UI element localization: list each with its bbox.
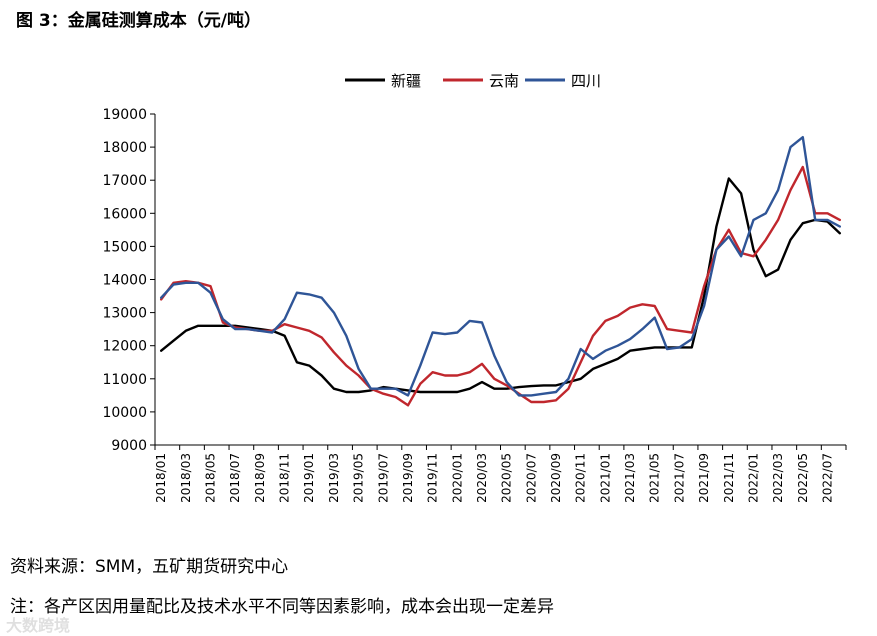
x-tick-label: 2018/01 bbox=[154, 453, 168, 503]
y-tick-label: 9000 bbox=[111, 438, 147, 454]
x-axis: 2018/01 2018/03 2018/05 2018/07 2018/09 2018/… bbox=[154, 444, 847, 503]
watermark: 大数跨境 bbox=[6, 616, 71, 635]
x-tick-label: 2020/01 bbox=[450, 453, 464, 503]
footnote: 注：各产区因用量配比及技术水平不同等因素影响，成本会出现一定差异 bbox=[10, 597, 554, 617]
y-tick-label: 19000 bbox=[102, 107, 147, 123]
y-tick-label: 18000 bbox=[102, 140, 147, 156]
x-tick-label: 2021/07 bbox=[672, 453, 686, 503]
x-tick-label: 2019/11 bbox=[426, 453, 440, 503]
x-tick-label: 2019/05 bbox=[352, 453, 366, 503]
x-tick-label: 2018/03 bbox=[179, 453, 193, 503]
y-tick-label: 12000 bbox=[102, 339, 147, 355]
figure-title: 图 3：金属硅测算成本（元/吨） bbox=[16, 11, 261, 31]
x-tick-label: 2021/01 bbox=[598, 453, 612, 503]
x-tick-label: 2018/07 bbox=[228, 453, 242, 503]
source-note: 资料来源：SMM，五矿期货研究中心 bbox=[10, 557, 289, 577]
x-tick-label: 2020/09 bbox=[549, 453, 563, 503]
plot-lines bbox=[159, 135, 841, 407]
x-tick-label: 2019/03 bbox=[327, 453, 341, 503]
chart-legend: 新疆 云南 四川 bbox=[345, 72, 601, 90]
x-tick-label: 2019/01 bbox=[302, 453, 316, 503]
y-tick-label: 14000 bbox=[102, 273, 147, 289]
x-tick-label: 2020/11 bbox=[574, 453, 588, 503]
x-tick-label: 2022/01 bbox=[746, 453, 760, 503]
y-tick-label: 17000 bbox=[102, 173, 147, 189]
y-tick-label: 16000 bbox=[102, 206, 147, 222]
series-line-3 bbox=[159, 135, 841, 397]
y-axis: 9000 10000 11000 12000 13000 14000 15000 16000 1… bbox=[102, 107, 156, 454]
x-tick-label: 2019/07 bbox=[376, 453, 390, 503]
x-tick-label: 2019/09 bbox=[401, 453, 415, 503]
y-tick-label: 11000 bbox=[102, 372, 147, 388]
x-tick-label: 2018/05 bbox=[204, 453, 218, 503]
x-tick-label: 2018/11 bbox=[278, 453, 292, 503]
legend-label-2: 云南 bbox=[489, 72, 519, 90]
x-tick-label: 2022/03 bbox=[771, 453, 785, 503]
x-tick-label: 2020/03 bbox=[475, 453, 489, 503]
x-tick-label: 2018/09 bbox=[253, 453, 267, 503]
x-tick-label: 2021/03 bbox=[623, 453, 637, 503]
x-tick-label: 2021/11 bbox=[722, 453, 736, 503]
x-tick-label: 2022/05 bbox=[796, 453, 810, 503]
legend-label-1: 新疆 bbox=[391, 72, 421, 90]
x-tick-label: 2020/07 bbox=[524, 453, 538, 503]
x-tick-label: 2022/07 bbox=[820, 453, 834, 503]
y-tick-label: 10000 bbox=[102, 405, 147, 421]
y-tick-label: 15000 bbox=[102, 239, 147, 255]
y-tick-label: 13000 bbox=[102, 306, 147, 322]
x-tick-label: 2020/05 bbox=[500, 453, 514, 503]
series-line-1 bbox=[159, 177, 841, 394]
x-tick-label: 2021/09 bbox=[697, 453, 711, 503]
legend-label-3: 四川 bbox=[571, 72, 601, 90]
x-tick-label: 2021/05 bbox=[648, 453, 662, 503]
